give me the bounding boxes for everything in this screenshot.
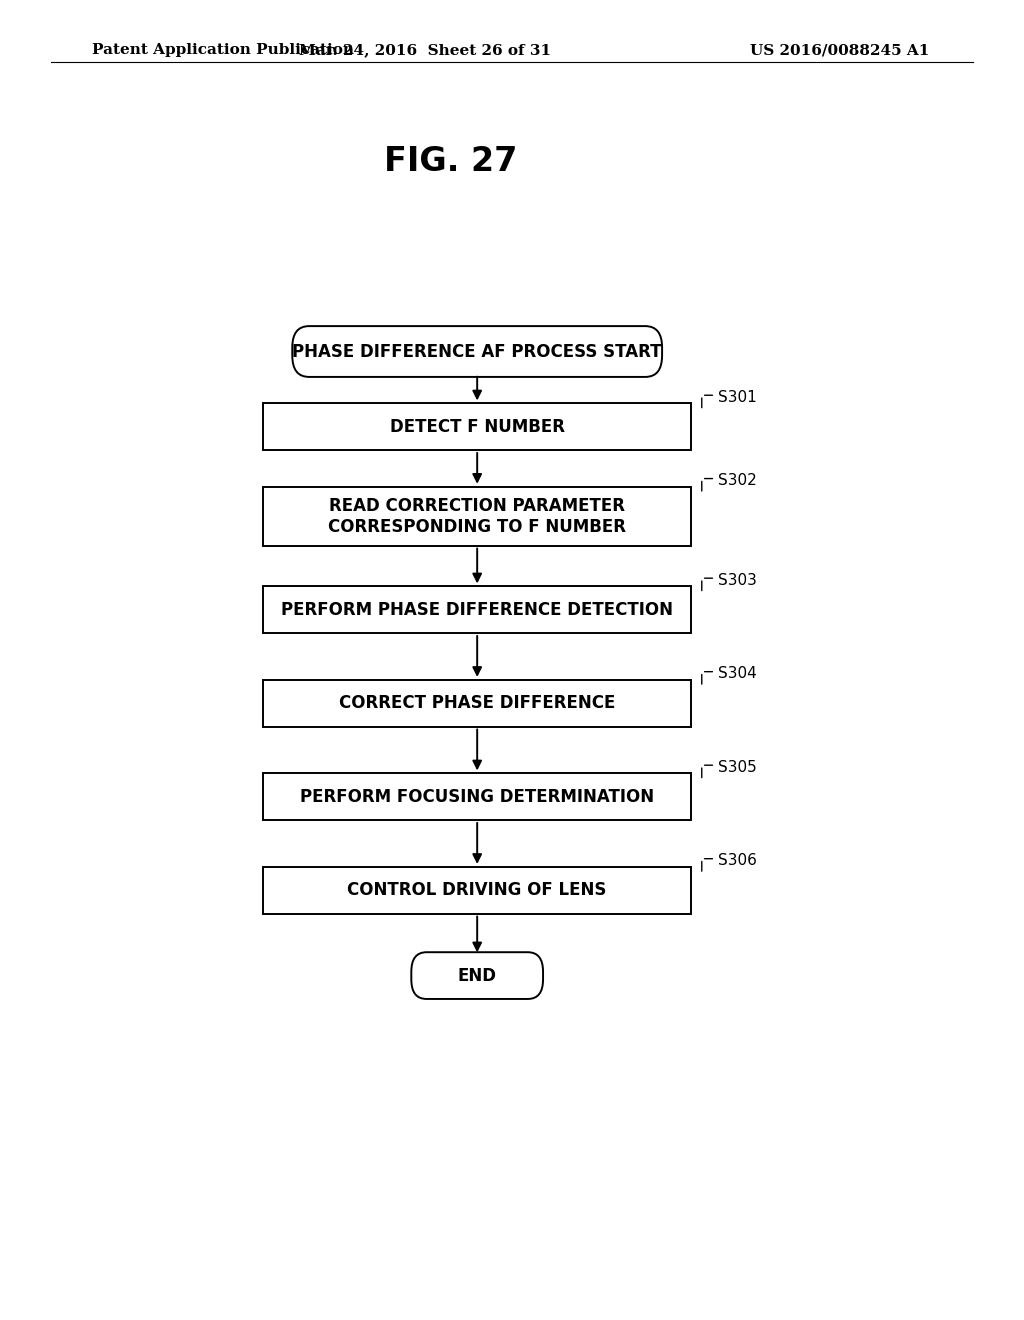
Text: FIG. 27: FIG. 27 — [384, 144, 517, 177]
Bar — [263, 680, 691, 726]
Bar — [263, 774, 691, 820]
Text: PHASE DIFFERENCE AF PROCESS START: PHASE DIFFERENCE AF PROCESS START — [293, 342, 662, 360]
Text: PERFORM PHASE DIFFERENCE DETECTION: PERFORM PHASE DIFFERENCE DETECTION — [282, 601, 673, 619]
Bar — [263, 487, 691, 545]
Text: READ CORRECTION PARAMETER
CORRESPONDING TO F NUMBER: READ CORRECTION PARAMETER CORRESPONDING … — [328, 496, 627, 536]
Text: S303: S303 — [718, 573, 757, 587]
Text: S302: S302 — [718, 473, 757, 488]
Text: Mar. 24, 2016  Sheet 26 of 31: Mar. 24, 2016 Sheet 26 of 31 — [299, 44, 551, 57]
Bar — [263, 586, 691, 634]
Text: S304: S304 — [718, 667, 757, 681]
FancyBboxPatch shape — [412, 952, 543, 999]
Text: Patent Application Publication: Patent Application Publication — [92, 44, 354, 57]
Bar — [263, 867, 691, 913]
Text: CONTROL DRIVING OF LENS: CONTROL DRIVING OF LENS — [347, 882, 607, 899]
Text: S305: S305 — [718, 760, 757, 775]
Bar — [263, 404, 691, 450]
Text: PERFORM FOCUSING DETERMINATION: PERFORM FOCUSING DETERMINATION — [300, 788, 654, 805]
Text: S301: S301 — [718, 389, 757, 405]
Text: US 2016/0088245 A1: US 2016/0088245 A1 — [750, 44, 930, 57]
FancyBboxPatch shape — [292, 326, 663, 378]
Text: CORRECT PHASE DIFFERENCE: CORRECT PHASE DIFFERENCE — [339, 694, 615, 713]
Text: END: END — [458, 966, 497, 985]
Text: S306: S306 — [718, 853, 757, 869]
Text: DETECT F NUMBER: DETECT F NUMBER — [390, 417, 564, 436]
